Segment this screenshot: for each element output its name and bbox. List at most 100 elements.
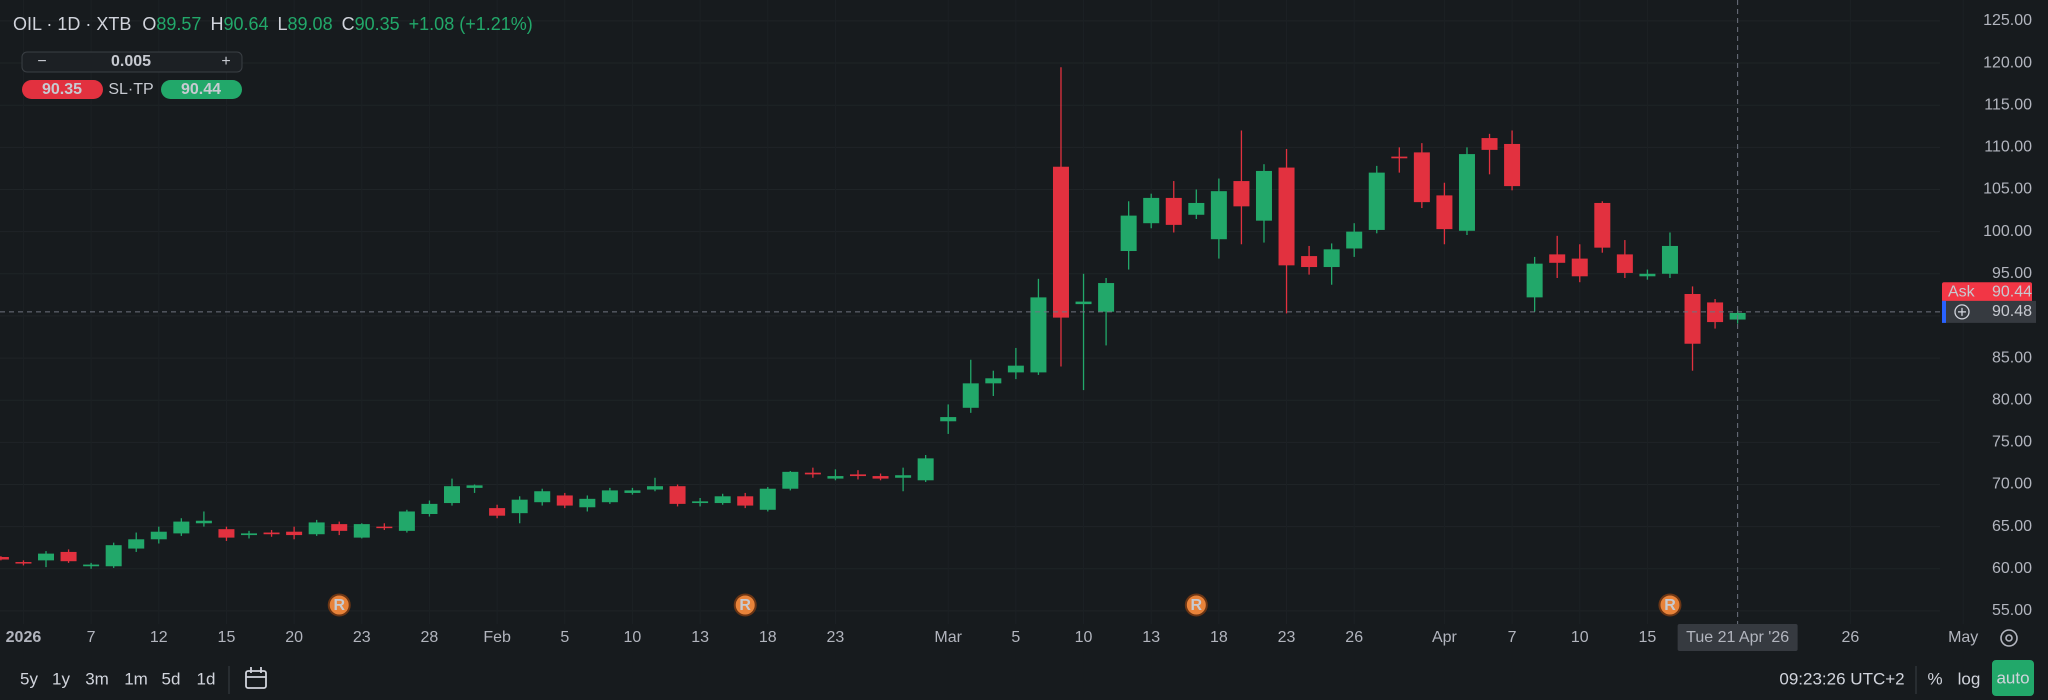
candle-body bbox=[579, 498, 596, 508]
x-tick-label: 10 bbox=[1075, 629, 1093, 646]
auto-button[interactable]: auto bbox=[1996, 668, 2029, 687]
candle-body bbox=[1075, 301, 1092, 305]
range-button[interactable]: 5d bbox=[162, 669, 181, 688]
candle-body bbox=[895, 475, 912, 478]
range-button[interactable]: 1d bbox=[197, 669, 216, 688]
volume-minus[interactable]: − bbox=[37, 53, 46, 70]
y-tick-label: 75.00 bbox=[1992, 434, 2032, 451]
candle-body bbox=[128, 539, 145, 549]
volume-plus[interactable]: + bbox=[221, 53, 230, 70]
candle-body bbox=[1165, 197, 1182, 225]
crosshair-price-label: 90.48 bbox=[1992, 303, 2032, 320]
sl-tp[interactable]: SL·TP bbox=[108, 81, 153, 98]
range-button[interactable]: 3m bbox=[85, 669, 109, 688]
candle-body bbox=[38, 553, 55, 561]
x-tick-label: May bbox=[1948, 629, 1978, 646]
candle-body bbox=[940, 417, 957, 422]
candle-body bbox=[1278, 167, 1295, 266]
x-tick-label: 26 bbox=[1842, 629, 1860, 646]
candle-body bbox=[692, 501, 709, 504]
candle-body bbox=[398, 511, 415, 531]
y-tick-label: 120.00 bbox=[1983, 54, 2032, 71]
candle-body bbox=[1323, 249, 1340, 268]
event-marker-label: R bbox=[1191, 597, 1203, 614]
candle-body bbox=[308, 522, 325, 535]
candle-body bbox=[872, 476, 889, 479]
y-tick-label: 65.00 bbox=[1992, 518, 2032, 535]
candle-body bbox=[624, 490, 641, 493]
buy-button[interactable] bbox=[161, 80, 242, 99]
ohlc-letter: C bbox=[342, 14, 355, 34]
x-tick-label: 26 bbox=[1345, 629, 1363, 646]
candle-body bbox=[489, 508, 506, 516]
candle-body bbox=[241, 533, 258, 536]
candle-body bbox=[444, 486, 460, 504]
candle-body bbox=[601, 490, 618, 503]
y-tick-label: 105.00 bbox=[1983, 181, 2032, 198]
candle-body bbox=[1143, 197, 1160, 224]
x-tick-label: 10 bbox=[624, 629, 642, 646]
candle-body bbox=[105, 545, 122, 567]
x-tick-label: Mar bbox=[934, 629, 962, 646]
candle-body bbox=[1030, 297, 1047, 373]
candle-body bbox=[1007, 365, 1024, 373]
overlay: OIL · 1D · XTB O89.57 H90.64 L89.08 C90.… bbox=[13, 14, 2034, 696]
ask-label: Ask bbox=[1948, 283, 1976, 300]
x-tick-label: 2026 bbox=[6, 629, 42, 646]
x-tick-label: 5 bbox=[1011, 629, 1020, 646]
candle-body bbox=[1661, 245, 1678, 274]
x-tick-label: Apr bbox=[1432, 629, 1458, 646]
candle-body bbox=[827, 476, 844, 479]
percent-button[interactable]: % bbox=[1927, 669, 1942, 688]
event-marker bbox=[327, 593, 351, 617]
candle-body bbox=[714, 496, 731, 504]
y-tick-label: 115.00 bbox=[1984, 96, 2032, 113]
x-tick-label: 23 bbox=[353, 629, 371, 646]
range-button[interactable]: 5y bbox=[20, 669, 38, 688]
x-tick-label: 5 bbox=[560, 629, 569, 646]
event-marker bbox=[733, 593, 757, 617]
x-tick-label: 7 bbox=[87, 629, 96, 646]
candle-body bbox=[556, 495, 573, 506]
sell-price[interactable]: 90.35 bbox=[42, 81, 82, 98]
sell-button[interactable] bbox=[22, 80, 103, 99]
event-marker bbox=[1184, 593, 1208, 617]
buy-price[interactable]: 90.44 bbox=[181, 81, 221, 98]
candle-body bbox=[1052, 166, 1069, 318]
x-tick-label: 28 bbox=[421, 629, 439, 646]
candle-body bbox=[534, 491, 551, 503]
log-button[interactable]: log bbox=[1958, 669, 1981, 688]
y-tick-label: 110.00 bbox=[1984, 139, 2032, 156]
y-tick-label: 70.00 bbox=[1992, 476, 2032, 493]
candle-body bbox=[669, 486, 686, 504]
auto-button-bg[interactable] bbox=[1992, 660, 2034, 696]
x-tick-label: Feb bbox=[483, 629, 511, 646]
candle-body bbox=[1188, 202, 1205, 215]
volume-value[interactable]: 0.005 bbox=[111, 53, 151, 70]
candle-body bbox=[173, 521, 190, 534]
range-button[interactable]: 1y bbox=[52, 669, 70, 688]
ohlc-letter: H bbox=[210, 14, 223, 34]
clock: 09:23:26 UTC+2 bbox=[1779, 669, 1904, 688]
ohlc-value: 89.08 bbox=[288, 14, 333, 34]
event-marker-label: R bbox=[739, 597, 751, 614]
candle-body bbox=[1639, 273, 1656, 277]
change: +1.08 (+1.21%) bbox=[409, 14, 533, 34]
candle-body bbox=[1504, 143, 1521, 187]
candle-body bbox=[263, 532, 280, 535]
candle-body bbox=[150, 531, 167, 540]
range-button[interactable]: 1m bbox=[124, 669, 148, 688]
candle-body bbox=[962, 383, 979, 408]
candle-body bbox=[1098, 283, 1115, 312]
x-tick-label: 7 bbox=[1508, 629, 1517, 646]
candle-body bbox=[60, 551, 77, 562]
add-alert-icon bbox=[1954, 304, 1970, 320]
go-to-date-icon[interactable] bbox=[245, 667, 267, 689]
x-tick-label: 13 bbox=[691, 629, 709, 646]
candle-body bbox=[1413, 152, 1430, 203]
candle-body bbox=[1707, 302, 1724, 323]
settings-icon[interactable] bbox=[2000, 629, 2018, 647]
candle-body bbox=[466, 485, 483, 488]
y-tick-label: 100.00 bbox=[1983, 223, 2032, 240]
